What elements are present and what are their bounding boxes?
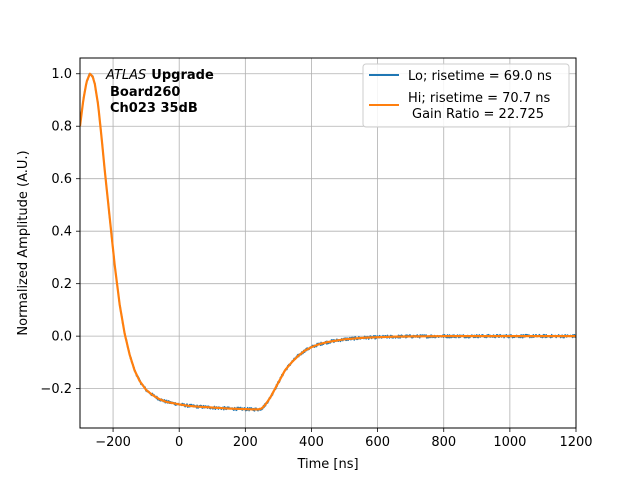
x-tick-label: −200 xyxy=(95,435,131,450)
legend-label-lo: Lo; risetime = 69.0 ns xyxy=(408,69,552,84)
x-tick-label: 1200 xyxy=(559,435,592,450)
series-line-hi xyxy=(80,72,576,411)
annotation-upgrade: Upgrade xyxy=(151,68,214,83)
plot-frame xyxy=(79,57,577,429)
x-tick-label: 600 xyxy=(365,435,390,450)
series-layer xyxy=(80,72,576,412)
x-tick-label: 0 xyxy=(175,435,183,450)
x-tick-label: 1000 xyxy=(493,435,526,450)
annotation-line2: Board260 xyxy=(110,85,180,100)
axis-ticks: −200 0 200 400 600 800 1000 1200 −0.2 0.0 0.2 0.4 0.… xyxy=(40,67,592,450)
annotation-line1: ATLAS Upgrade xyxy=(105,68,214,83)
legend-box xyxy=(362,63,570,128)
y-tick-label: 0.4 xyxy=(51,225,72,240)
y-tick-label: 0.6 xyxy=(51,172,72,187)
x-axis-label: Time [ns] xyxy=(296,457,358,472)
annotation-atlas: ATLAS xyxy=(105,68,146,83)
legend-label-gain: Gain Ratio = 22.725 xyxy=(412,107,544,122)
x-tick-label: 400 xyxy=(299,435,324,450)
y-tick-label: 0.2 xyxy=(51,277,72,292)
x-tick-label: 200 xyxy=(233,435,258,450)
legend: Lo; risetime = 69.0 ns Hi; risetime = 70… xyxy=(362,63,570,128)
annotation: ATLAS Upgrade Board260 Ch023 35dB xyxy=(105,68,214,116)
y-tick-label: 1.0 xyxy=(51,67,72,82)
annotation-line3: Ch023 35dB xyxy=(110,101,198,116)
y-tick-label: 0.0 xyxy=(51,330,72,345)
legend-label-hi: Hi; risetime = 70.7 ns xyxy=(408,91,550,106)
x-tick-label: 800 xyxy=(431,435,456,450)
y-tick-label: −0.2 xyxy=(40,382,72,397)
y-axis-label: Normalized Amplitude (A.U.) xyxy=(16,150,31,335)
y-tick-label: 0.8 xyxy=(51,120,72,135)
